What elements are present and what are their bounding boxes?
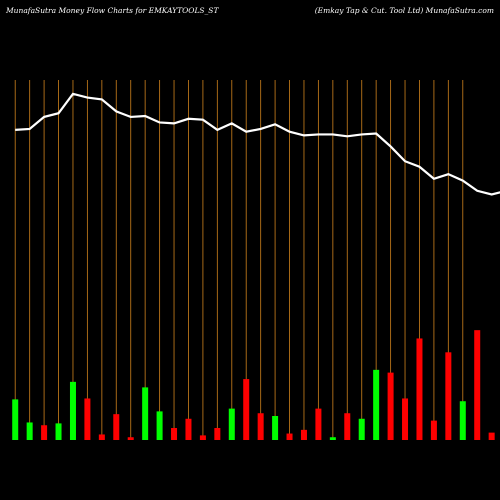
- money-flow-bar: [329, 437, 336, 440]
- money-flow-bar: [474, 330, 481, 440]
- money-flow-bar: [41, 425, 48, 440]
- money-flow-bar: [315, 408, 322, 440]
- money-flow-bar: [185, 418, 192, 440]
- money-flow-bar: [257, 413, 264, 440]
- money-flow-bars: [12, 330, 495, 440]
- money-flow-bar: [84, 398, 91, 440]
- money-flow-bar: [387, 372, 394, 440]
- money-flow-bar: [243, 379, 250, 440]
- money-flow-bar: [214, 428, 221, 440]
- money-flow-bar: [402, 398, 409, 440]
- chart-title: MunafaSutra Money Flow Charts for EMKAYT…: [6, 6, 219, 15]
- money-flow-bar: [113, 414, 120, 440]
- grid-lines: [14, 80, 464, 440]
- money-flow-bar: [373, 369, 380, 440]
- money-flow-bar: [300, 429, 307, 440]
- money-flow-bar: [69, 381, 76, 440]
- money-flow-bar: [286, 433, 293, 440]
- money-flow-bar: [26, 422, 33, 440]
- money-flow-bar: [171, 428, 178, 440]
- money-flow-bar: [142, 387, 149, 440]
- chart-source: (Emkay Tap & Cut. Tool Ltd) MunafaSutra.…: [314, 6, 494, 15]
- money-flow-line: [15, 92, 500, 196]
- money-flow-bar: [199, 435, 206, 440]
- money-flow-bar: [127, 437, 134, 440]
- money-flow-bar: [430, 420, 437, 440]
- money-flow-bar: [55, 423, 62, 440]
- money-flow-bar: [416, 338, 423, 440]
- money-flow-bar: [488, 432, 495, 440]
- money-flow-bar: [344, 413, 351, 440]
- money-flow-bar: [12, 399, 19, 440]
- money-flow-bar: [445, 352, 452, 440]
- money-flow-bar: [272, 416, 279, 440]
- money-flow-bar: [228, 408, 235, 440]
- money-flow-bar: [459, 401, 466, 440]
- money-flow-bar: [156, 411, 163, 440]
- money-flow-bar: [98, 434, 105, 440]
- money-flow-bar: [358, 418, 365, 440]
